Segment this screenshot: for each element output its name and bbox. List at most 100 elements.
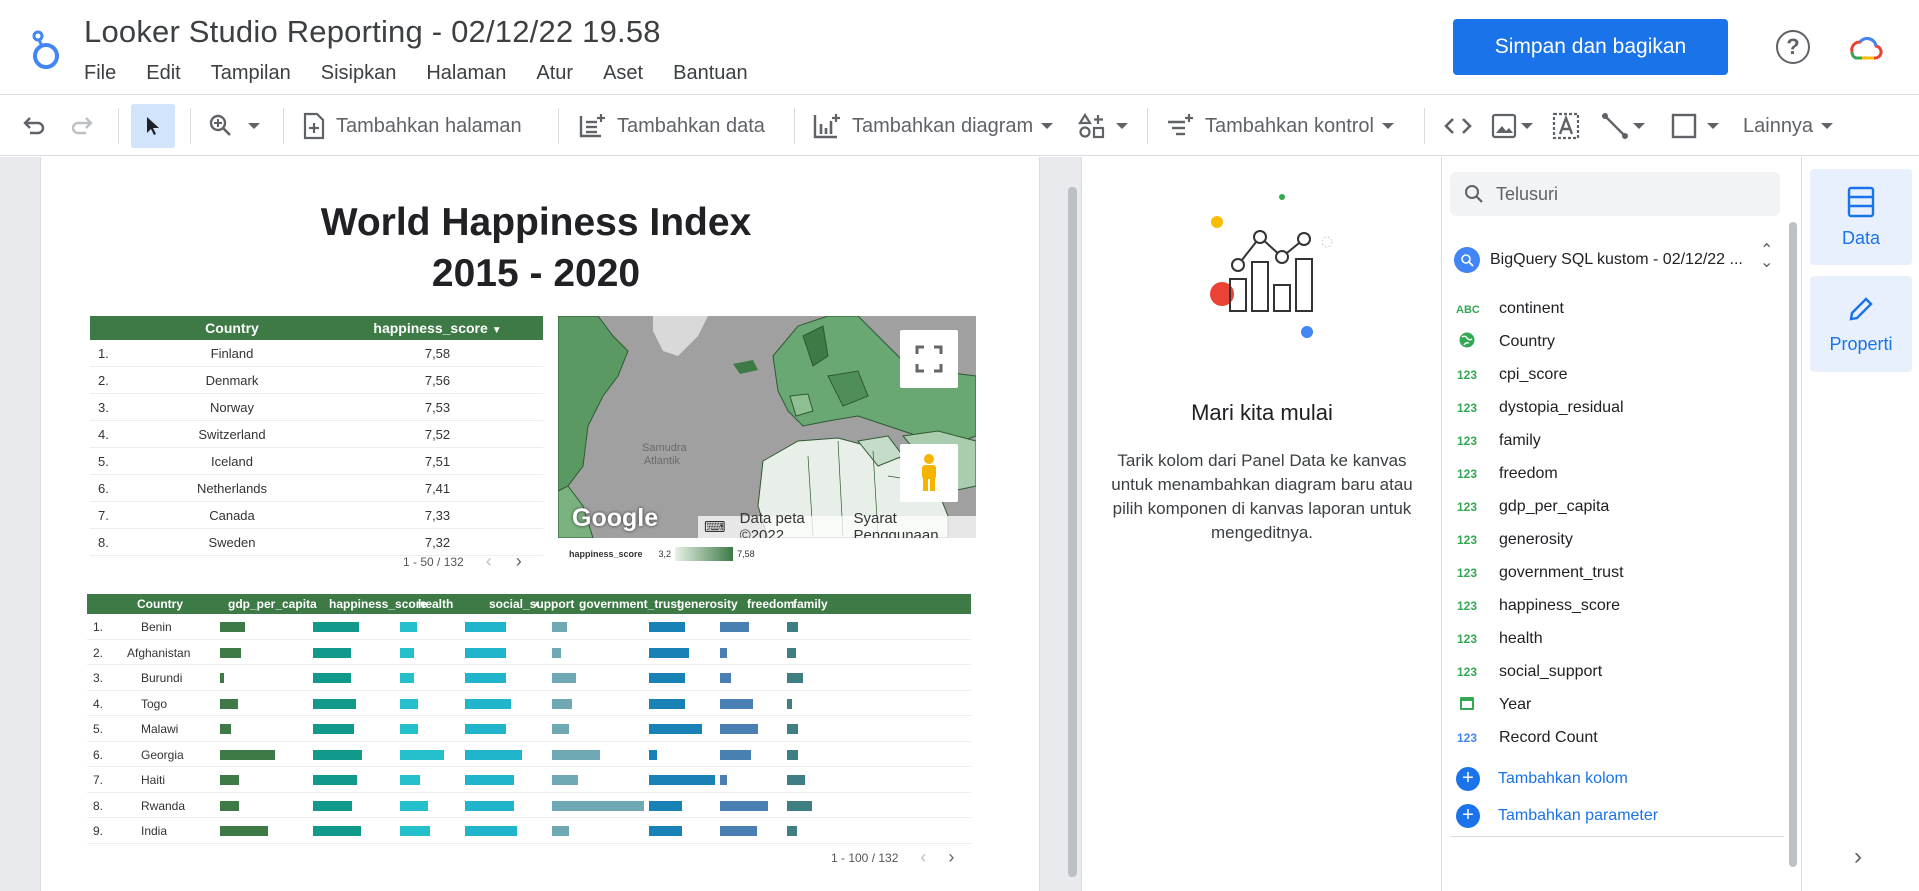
col-header-generosity[interactable]: generosity [677,597,738,611]
data-source-header[interactable]: BigQuery SQL kustom - 02/12/22 ... ⌃ ⌄ [1454,242,1784,275]
save-and-share-button[interactable]: Simpan dan bagikan [1453,19,1728,75]
shape-button[interactable] [1671,96,1719,156]
field-item[interactable]: 123 happiness_score [1442,589,1782,622]
image-button[interactable] [1491,96,1533,156]
field-item[interactable]: 123 generosity [1442,523,1782,556]
map-terms-link[interactable]: Syarat Penggunaan [853,510,939,538]
col-header-family[interactable]: family [793,597,828,611]
add-chart-button[interactable]: Tambahkan diagram [812,96,1054,156]
prev-page-icon[interactable]: ‹ [920,847,927,867]
field-item[interactable]: 123 social_support [1442,655,1782,688]
bar-free [720,647,727,658]
table-row[interactable]: 1. Benin [87,614,971,640]
add-parameter-button[interactable]: + Tambahkan parameter [1442,797,1782,834]
select-tool-button[interactable] [131,104,175,148]
google-cloud-icon[interactable] [1840,30,1884,70]
table-row[interactable]: 8. Sweden 7,32 [90,529,543,556]
table-row[interactable]: 6. Netherlands 7,41 [90,475,543,502]
col-header-health[interactable]: health [418,597,454,611]
col-header-gdp-per-capita[interactable]: gdp_per_capita [228,597,317,611]
line-button[interactable] [1601,96,1645,156]
col-header-government-trust[interactable]: government_trust [579,597,682,611]
table-row[interactable]: 2. Afghanistan [87,640,971,665]
field-item[interactable]: 123 freedom [1442,457,1782,490]
bar-health [400,800,428,811]
report-title-input[interactable]: Looker Studio Reporting - 02/12/22 19.58 [84,14,661,49]
table-row[interactable]: 1. Finland 7,58 [90,340,543,367]
community-viz-button[interactable] [1078,96,1128,156]
table-row[interactable]: 5. Iceland 7,51 [90,448,543,475]
keyboard-icon[interactable]: ⌨ [704,519,726,536]
prev-page-icon[interactable]: ‹ [485,551,492,571]
next-page-icon[interactable]: › [515,551,522,571]
field-item[interactable]: ABC continent [1442,292,1782,325]
pegman-icon[interactable] [900,444,958,502]
redo-icon[interactable] [70,96,96,156]
menu-help[interactable]: Bantuan [673,62,748,84]
collapse-icon[interactable]: ⌃ ⌄ [1760,242,1774,271]
col-header-social-support[interactable]: social_support [489,597,575,611]
menu-edit[interactable]: Edit [146,62,181,84]
menu-arrange[interactable]: Atur [536,62,574,84]
looker-studio-logo[interactable] [28,28,64,72]
zoom-button[interactable] [208,96,260,156]
table-row[interactable]: 5. Malawi [87,716,971,742]
table-row[interactable]: 9. India [87,818,971,844]
table-row[interactable]: 4. Switzerland 7,52 [90,421,543,448]
menu-file[interactable]: File [84,62,117,84]
add-field-button[interactable]: + Tambahkan kolom [1442,760,1782,797]
col-header-freedom[interactable]: freedom [747,597,795,611]
field-item[interactable]: 123 gdp_per_capita [1442,490,1782,523]
field-item[interactable]: 123 Record Count [1442,721,1782,754]
add-page-button[interactable]: Tambahkan halaman [302,96,522,156]
help-icon[interactable]: ? [1776,30,1810,64]
col-header-happiness-score[interactable]: happiness_score [329,597,428,611]
country-metrics-bar-table[interactable]: Country gdp_per_capita happiness_score heal… [87,594,971,844]
field-item[interactable]: 123 family [1442,424,1782,457]
fullscreen-icon[interactable] [900,330,958,388]
score-cell: 7,51 [424,453,451,469]
col-header-country[interactable]: Country [137,597,183,611]
report-heading[interactable]: World Happiness Index 2015 - 2020 [41,197,1031,299]
embed-code-icon[interactable] [1443,96,1473,156]
next-page-icon[interactable]: › [948,847,955,867]
field-item[interactable]: Year [1442,688,1782,721]
field-item[interactable]: 123 health [1442,622,1782,655]
field-item[interactable]: 123 dystopia_residual [1442,391,1782,424]
report-page[interactable]: World Happiness Index 2015 - 2020 Countr… [40,157,1040,891]
field-item[interactable]: 123 cpi_score [1442,358,1782,391]
map-data-label[interactable]: Data peta ©2022 [739,510,805,538]
table-row[interactable]: 4. Togo [87,691,971,716]
menu-insert[interactable]: Sisipkan [320,62,397,84]
chevron-right-icon[interactable]: › [1854,843,1862,870]
field-item[interactable]: 123 government_trust [1442,556,1782,589]
properties-tab[interactable]: Properti [1810,276,1912,372]
menu-resource[interactable]: Aset [603,62,644,84]
country-cell: Canada [209,507,255,523]
table-row[interactable]: 3. Burundi [87,665,971,691]
table-row[interactable]: 2. Denmark 7,56 [90,367,543,394]
table-row[interactable]: 3. Norway 7,53 [90,394,543,421]
table-row[interactable]: 7. Canada 7,33 [90,502,543,529]
data-panel-scrollbar[interactable] [1789,222,1797,867]
canvas-scrollbar[interactable] [1068,187,1077,877]
field-item[interactable]: Country [1442,325,1782,358]
table-row[interactable]: 6. Georgia [87,742,971,767]
text-box-icon[interactable] [1552,96,1580,156]
add-data-button[interactable]: Tambahkan data [577,96,765,156]
table-row[interactable]: 7. Haiti [87,767,971,793]
bigquery-icon [1454,247,1480,273]
toolbar-divider [190,108,191,144]
table-row[interactable]: 8. Rwanda [87,793,971,818]
menu-view[interactable]: Tampilan [210,62,291,84]
add-control-button[interactable]: Tambahkan kontrol [1165,96,1394,156]
col-happiness-score-header[interactable]: happiness_score ▼ [332,320,543,336]
data-tab[interactable]: Data [1810,169,1912,265]
undo-icon[interactable] [20,96,46,156]
more-menu-button[interactable]: Lainnya [1743,96,1834,156]
top-countries-table[interactable]: Country happiness_score ▼ 1. Finland 7,58 2… [90,316,543,556]
field-search-input[interactable]: Telusuri [1450,172,1780,216]
geo-map-chart[interactable]: Samudra Atlantik Google ⌨ Data peta ©202… [558,316,976,538]
menu-page[interactable]: Halaman [426,62,507,84]
col-country-header[interactable]: Country [205,320,259,336]
